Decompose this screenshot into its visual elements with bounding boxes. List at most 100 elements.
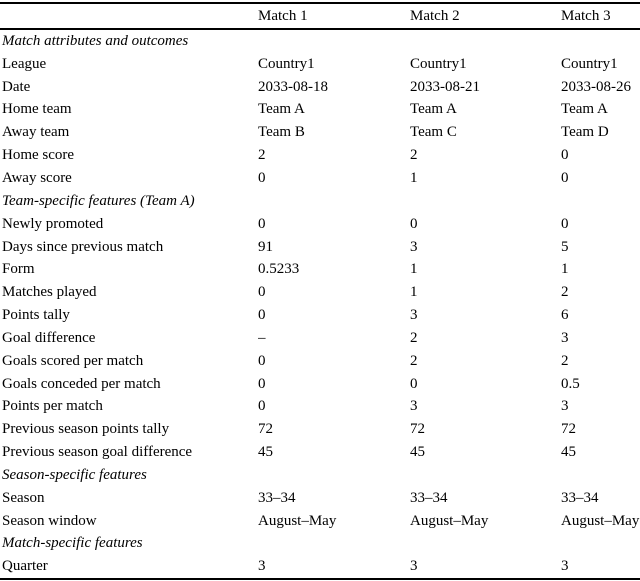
cell-value: 2033-08-21 bbox=[410, 78, 480, 95]
row-label: Goal difference bbox=[2, 329, 96, 346]
table-body: Match attributes and outcomes League Count… bbox=[0, 29, 640, 579]
cell-value: 0 bbox=[258, 398, 266, 415]
cell-value: 0 bbox=[258, 307, 266, 324]
row-label: Previous season points tally bbox=[2, 421, 170, 438]
table-row: Away score 0 1 0 bbox=[0, 167, 640, 190]
row-label: Days since previous match bbox=[2, 238, 164, 255]
cell-value: 2 bbox=[410, 147, 418, 164]
cell-value: 1 bbox=[410, 169, 418, 186]
cell-value: 45 bbox=[410, 444, 425, 461]
header-row: Match 1 Match 2 Match 3 bbox=[0, 3, 640, 30]
cell-value: Team A bbox=[410, 101, 457, 118]
table-row: Date 2033-08-18 2033-08-21 2033-08-26 bbox=[0, 76, 640, 99]
cell-value: 33–34 bbox=[410, 489, 448, 506]
cell-value: 2033-08-18 bbox=[258, 78, 328, 95]
cell-value: 0 bbox=[561, 147, 569, 164]
row-label: Season bbox=[2, 489, 45, 506]
section-heading: Team-specific features (Team A) bbox=[2, 192, 195, 209]
cell-value: 45 bbox=[258, 444, 273, 461]
cell-value: 2 bbox=[561, 352, 569, 369]
cell-value: 2 bbox=[561, 284, 569, 301]
cell-value: 0 bbox=[258, 169, 266, 186]
column-header-match-3: Match 3 bbox=[561, 3, 640, 30]
cell-value: 72 bbox=[410, 421, 425, 438]
table-row: Matches played 0 1 2 bbox=[0, 281, 640, 304]
table-row: Home score 2 2 0 bbox=[0, 144, 640, 167]
table-row: Newly promoted 0 0 0 bbox=[0, 213, 640, 236]
row-label: Newly promoted bbox=[2, 215, 104, 232]
cell-value: 0 bbox=[258, 375, 266, 392]
cell-value: 0 bbox=[258, 284, 266, 301]
cell-value: – bbox=[258, 329, 266, 346]
cell-value: 1 bbox=[410, 261, 418, 278]
cell-value: 3 bbox=[258, 558, 266, 575]
cell-value: 0 bbox=[561, 169, 569, 186]
cell-value: 1 bbox=[410, 284, 418, 301]
cell-value: Team B bbox=[258, 124, 305, 141]
cell-value: Team A bbox=[561, 101, 608, 118]
cell-value: 0 bbox=[410, 215, 418, 232]
cell-value: 0 bbox=[410, 375, 418, 392]
row-label: Matches played bbox=[2, 284, 97, 301]
cell-value: 0 bbox=[258, 215, 266, 232]
row-label: Goals conceded per match bbox=[2, 375, 161, 392]
section-heading-row: Season-specific features bbox=[0, 464, 640, 487]
section-heading-row: Match attributes and outcomes bbox=[0, 29, 640, 53]
cell-value: Team A bbox=[258, 101, 305, 118]
cell-value: 1 bbox=[561, 261, 569, 278]
cell-value: 3 bbox=[561, 558, 569, 575]
cell-value: 2 bbox=[410, 329, 418, 346]
column-header-match-1: Match 1 bbox=[258, 3, 410, 30]
cell-value: 3 bbox=[410, 398, 418, 415]
cell-value: 45 bbox=[561, 444, 576, 461]
cell-value: 2 bbox=[410, 352, 418, 369]
row-label: Home score bbox=[2, 147, 75, 164]
section-heading-row: Match-specific features bbox=[0, 533, 640, 556]
cell-value: 0 bbox=[561, 215, 569, 232]
cell-value: 3 bbox=[410, 238, 418, 255]
corner-cell bbox=[0, 3, 258, 30]
cell-value: 0.5233 bbox=[258, 261, 300, 278]
section-heading: Match-specific features bbox=[2, 535, 143, 552]
row-label: Quarter bbox=[2, 558, 48, 575]
cell-value: 6 bbox=[561, 307, 569, 324]
row-label: Away score bbox=[2, 169, 72, 186]
cell-value: 5 bbox=[561, 238, 569, 255]
table-row: Form 0.5233 1 1 bbox=[0, 258, 640, 281]
section-heading: Season-specific features bbox=[2, 466, 147, 483]
section-heading-row: Team-specific features (Team A) bbox=[0, 190, 640, 213]
row-label: Form bbox=[2, 261, 35, 278]
row-label: League bbox=[2, 55, 47, 72]
row-label: Date bbox=[2, 78, 31, 95]
cell-value: 91 bbox=[258, 238, 273, 255]
table-row: Away team Team B Team C Team D bbox=[0, 121, 640, 144]
table-row: Season window August–May August–May August–… bbox=[0, 510, 640, 533]
cell-value: Country1 bbox=[410, 55, 467, 72]
cell-value: 33–34 bbox=[258, 489, 296, 506]
table-row: Previous season goal difference 45 45 45 bbox=[0, 441, 640, 464]
cell-value: August–May bbox=[410, 512, 489, 529]
table-row: Previous season points tally 72 72 72 bbox=[0, 418, 640, 441]
cell-value: Country1 bbox=[561, 55, 618, 72]
cell-value: 72 bbox=[258, 421, 273, 438]
cell-value: 2 bbox=[258, 147, 266, 164]
row-label: Points tally bbox=[2, 307, 70, 324]
row-label: Home team bbox=[2, 101, 72, 118]
table-row: League Country1 Country1 Country1 bbox=[0, 53, 640, 76]
cell-value: 3 bbox=[561, 329, 569, 346]
row-label: Away team bbox=[2, 124, 70, 141]
cell-value: 3 bbox=[410, 558, 418, 575]
table-row: Points tally 0 3 6 bbox=[0, 304, 640, 327]
cell-value: Team D bbox=[561, 124, 609, 141]
table-row: Goal difference – 2 3 bbox=[0, 327, 640, 350]
cell-value: 33–34 bbox=[561, 489, 599, 506]
cell-value: August–May bbox=[561, 512, 640, 529]
table-row: Home team Team A Team A Team A bbox=[0, 99, 640, 122]
column-header-match-2: Match 2 bbox=[410, 3, 561, 30]
cell-value: 0 bbox=[258, 352, 266, 369]
table-row: Season 33–34 33–34 33–34 bbox=[0, 487, 640, 510]
table-row: Quarter 3 3 3 bbox=[0, 555, 640, 579]
row-label: Goals scored per match bbox=[2, 352, 144, 369]
